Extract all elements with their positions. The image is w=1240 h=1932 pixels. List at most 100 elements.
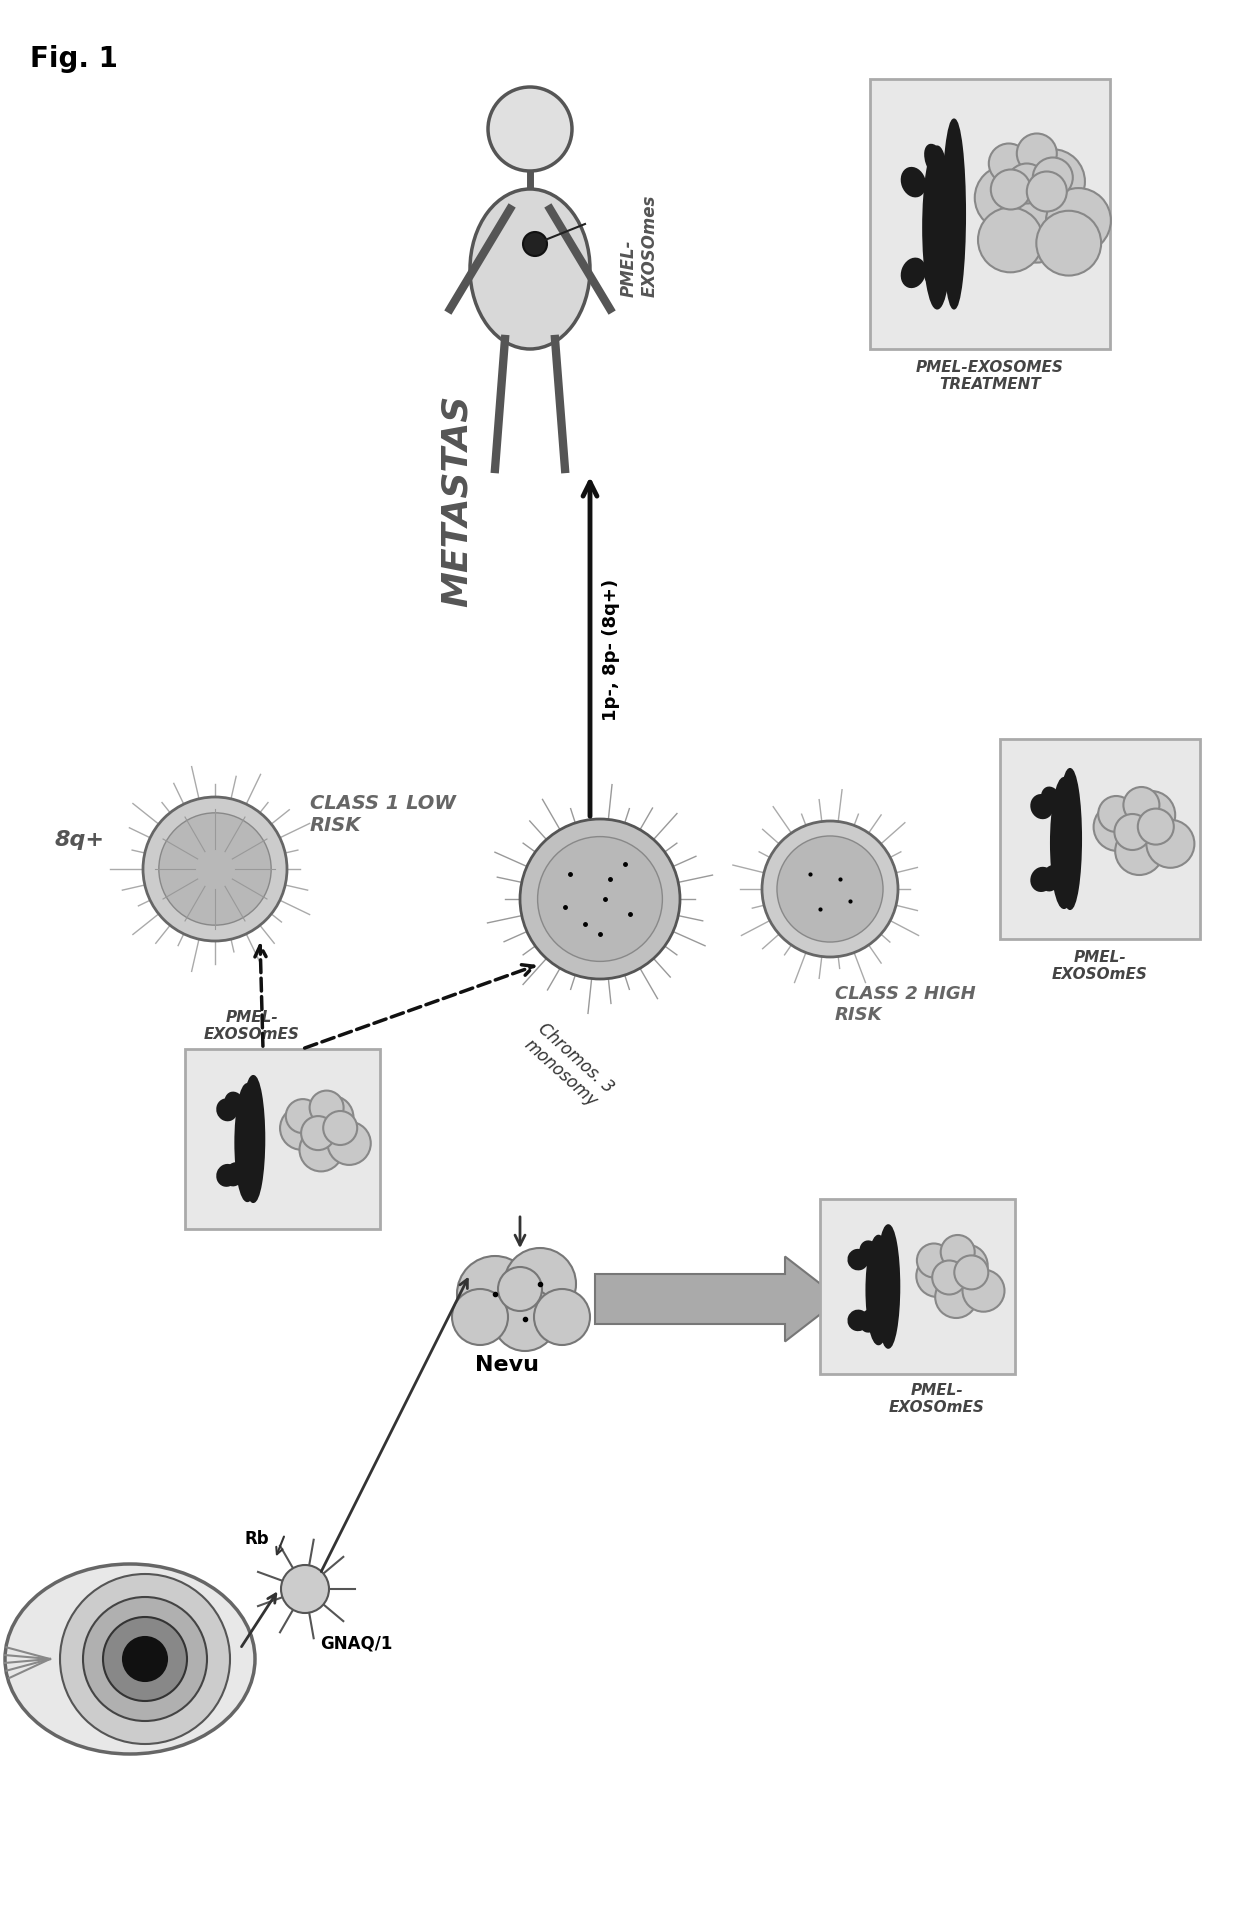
Circle shape [83, 1598, 207, 1721]
Circle shape [281, 1565, 329, 1613]
Circle shape [946, 1244, 988, 1287]
Circle shape [1017, 135, 1056, 174]
Text: 8q+: 8q+ [55, 829, 105, 850]
Circle shape [60, 1575, 229, 1745]
Text: CLASS 1 LOW
RISK: CLASS 1 LOW RISK [310, 794, 456, 835]
Circle shape [975, 166, 1039, 232]
Ellipse shape [848, 1312, 868, 1331]
Circle shape [103, 1617, 187, 1700]
Circle shape [280, 1107, 324, 1150]
Circle shape [1007, 164, 1047, 205]
Text: PMEL-
EXOSOmES: PMEL- EXOSOmES [205, 1009, 300, 1041]
Circle shape [988, 145, 1029, 184]
Circle shape [978, 209, 1043, 272]
Circle shape [1123, 788, 1159, 823]
Circle shape [498, 1267, 542, 1312]
Circle shape [1147, 821, 1194, 867]
Ellipse shape [470, 189, 590, 350]
Ellipse shape [942, 120, 965, 309]
Circle shape [1115, 815, 1151, 850]
Circle shape [285, 1099, 320, 1134]
Text: METASTAS: METASTAS [440, 394, 474, 607]
Ellipse shape [861, 1310, 879, 1331]
Ellipse shape [925, 251, 945, 284]
Circle shape [534, 1289, 590, 1345]
Circle shape [1115, 827, 1163, 875]
Ellipse shape [1042, 867, 1060, 891]
Ellipse shape [848, 1250, 868, 1269]
Circle shape [310, 1092, 343, 1124]
Ellipse shape [877, 1225, 899, 1349]
Ellipse shape [226, 1163, 244, 1186]
Circle shape [1021, 151, 1085, 214]
Circle shape [489, 89, 572, 172]
Text: Chromos. 3
monosomy: Chromos. 3 monosomy [520, 1020, 616, 1113]
Circle shape [520, 819, 680, 980]
Ellipse shape [1059, 769, 1081, 910]
Circle shape [1033, 158, 1073, 199]
Circle shape [962, 1269, 1004, 1312]
Circle shape [143, 798, 286, 941]
Ellipse shape [861, 1242, 879, 1264]
Ellipse shape [226, 1094, 244, 1115]
Circle shape [955, 1256, 988, 1291]
FancyBboxPatch shape [870, 79, 1110, 350]
Ellipse shape [1052, 779, 1078, 908]
Circle shape [310, 1095, 353, 1140]
FancyBboxPatch shape [185, 1049, 379, 1229]
FancyArrow shape [595, 1258, 839, 1343]
Circle shape [327, 1122, 371, 1165]
Ellipse shape [1032, 796, 1053, 819]
Ellipse shape [1032, 867, 1053, 891]
Text: Rb: Rb [246, 1530, 269, 1548]
Circle shape [123, 1636, 167, 1681]
Circle shape [991, 170, 1030, 211]
Circle shape [932, 1262, 966, 1294]
Circle shape [763, 821, 898, 958]
Circle shape [1094, 804, 1142, 852]
Circle shape [1127, 792, 1176, 840]
Text: PMEL-
EXOSOmES: PMEL- EXOSOmES [889, 1381, 985, 1414]
Ellipse shape [217, 1099, 237, 1121]
Circle shape [1004, 199, 1069, 263]
Circle shape [1047, 189, 1111, 253]
Circle shape [159, 813, 272, 925]
Ellipse shape [5, 1565, 255, 1754]
Ellipse shape [901, 259, 925, 288]
Ellipse shape [236, 1084, 259, 1202]
Circle shape [453, 1289, 508, 1345]
Ellipse shape [217, 1165, 237, 1186]
Ellipse shape [924, 147, 951, 309]
FancyBboxPatch shape [999, 740, 1200, 939]
Ellipse shape [925, 145, 945, 178]
Text: Fig. 1: Fig. 1 [30, 44, 118, 73]
Circle shape [1099, 796, 1135, 833]
Text: PMEL-EXOSOMES
TREATMENT: PMEL-EXOSOMES TREATMENT [916, 359, 1064, 392]
Circle shape [503, 1248, 577, 1320]
Circle shape [777, 837, 883, 943]
Circle shape [458, 1256, 533, 1333]
Circle shape [494, 1287, 557, 1350]
Circle shape [916, 1244, 951, 1277]
Text: Nevu: Nevu [475, 1354, 539, 1374]
Circle shape [1027, 172, 1066, 213]
Circle shape [538, 837, 662, 962]
Text: PMEL-
EXOSOmES: PMEL- EXOSOmES [1052, 949, 1148, 981]
Circle shape [523, 234, 547, 257]
Text: CLASS 2 HIGH
RISK: CLASS 2 HIGH RISK [835, 985, 976, 1024]
Circle shape [301, 1117, 335, 1150]
Ellipse shape [901, 168, 925, 197]
Circle shape [916, 1256, 959, 1296]
Ellipse shape [867, 1236, 890, 1345]
Circle shape [1037, 213, 1101, 276]
Circle shape [935, 1277, 977, 1318]
Circle shape [941, 1235, 975, 1269]
Circle shape [1138, 810, 1174, 844]
Circle shape [300, 1128, 342, 1173]
Ellipse shape [242, 1076, 264, 1202]
Text: 1p-, 8p- (8q+): 1p-, 8p- (8q+) [601, 580, 620, 721]
FancyBboxPatch shape [820, 1200, 1016, 1374]
Text: PMEL-
EXOSOmes: PMEL- EXOSOmes [620, 195, 658, 298]
Ellipse shape [1042, 788, 1060, 813]
Circle shape [324, 1111, 357, 1146]
